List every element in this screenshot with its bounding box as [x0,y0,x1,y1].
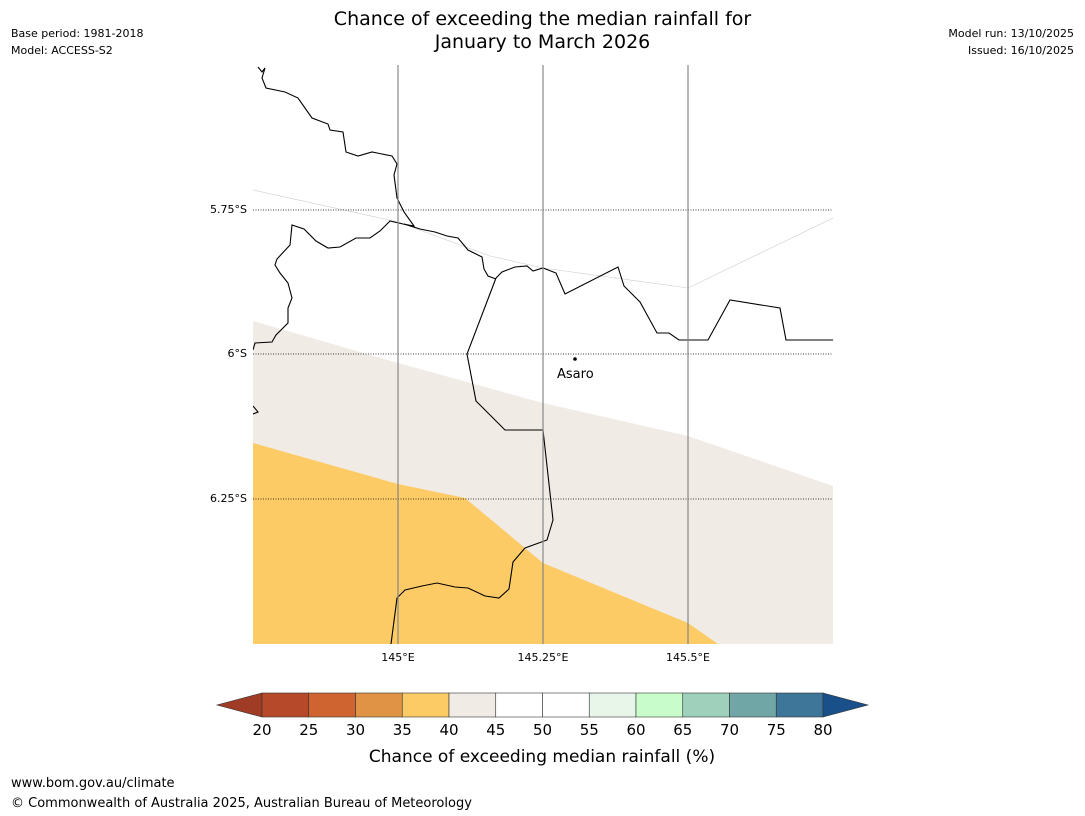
colorbar-swatch [448,692,497,718]
town-label: Asaro [557,367,594,382]
lon-label: 145°E [381,651,414,664]
colorbar-tick-label: 30 [346,721,365,739]
colorbar-tick-label: 25 [299,721,318,739]
colorbar-extend-high [822,692,870,718]
model-text: Model: ACCESS-S2 [11,44,113,57]
colorbar-swatch [401,692,450,718]
lon-label: 145.25°E [518,651,569,664]
border-segment [495,265,833,341]
border-segment [390,277,554,644]
graticule [253,65,833,644]
colorbar-tick-label: 35 [393,721,412,739]
colorbar-swatch [682,692,730,718]
colorbar-swatch [775,692,824,718]
colorbar-swatch [355,692,403,718]
header-left: Base period: 1981-2018 Model: ACCESS-S2 [11,25,143,59]
colorbar-swatch [261,692,310,718]
coastline [253,66,833,644]
lat-label: 5.75°S [210,203,247,216]
colorbar-tick-label: 75 [767,721,786,739]
colorbar-swatch [588,692,637,718]
border-segment [403,223,497,280]
lat-label: 6°S [228,347,247,360]
colorbar-tick-label: 40 [439,721,458,739]
colorbar-swatches [215,692,870,718]
colorbar-ticks: 20 25 30 35 40 45 50 55 60 65 70 75 80 [252,721,832,739]
footer-copyright: © Commonwealth of Australia 2025, Austra… [11,796,472,811]
title-line-1: Chance of exceeding the median rainfall … [333,8,752,30]
colorbar-swatch [635,692,684,718]
lat-label: 6.25°S [210,492,247,505]
colorbar-swatch [542,692,590,718]
model-run-text: Model run: 13/10/2025 [948,27,1074,40]
colorbar-tick-label: 20 [252,721,271,739]
base-period-text: Base period: 1981-2018 [11,27,144,40]
town-marker [573,357,577,361]
colorbar-tick-label: 70 [720,721,739,739]
region-35-40 [253,443,718,644]
colorbar-tick-label: 45 [486,721,505,739]
colorbar-tick-label: 65 [673,721,692,739]
title-line-2: January to March 2026 [434,31,651,53]
footer-url: www.bom.gov.au/climate [11,776,175,791]
lon-label: 145.5°E [666,651,710,664]
colorbar-tick-label: 50 [533,721,552,739]
colorbar-tick-label: 55 [580,721,599,739]
colorbar-swatch [729,692,777,718]
colorbar-swatch [308,692,356,718]
colorbar-tick-label: 80 [813,721,832,739]
faint-boundary-line [253,189,833,289]
issued-text: Issued: 16/10/2025 [967,44,1074,57]
colorbar-extend-low [215,692,263,718]
colorbar-label: Chance of exceeding median rainfall (%) [369,747,715,767]
border-segment [253,405,259,415]
colorbar-swatch [495,692,543,718]
page-title: Chance of exceeding the median rainfall … [0,8,1085,54]
border-segment [253,66,416,351]
colorbar-tick-label: 60 [626,721,645,739]
header-right: Model run: 13/10/2025 Issued: 16/10/2025 [948,25,1074,59]
